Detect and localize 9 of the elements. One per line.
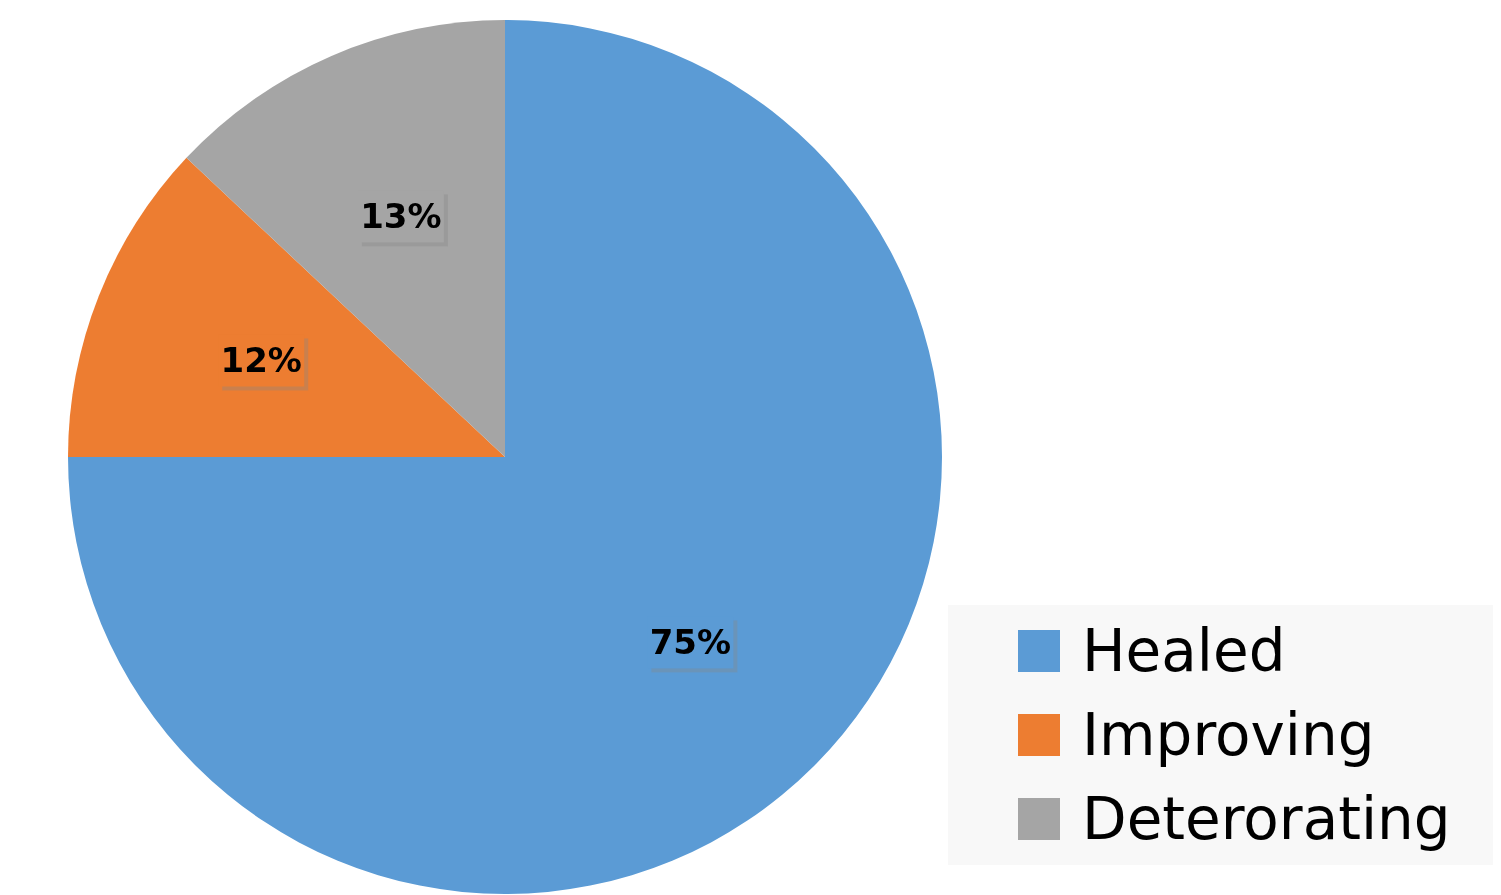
pie-slice xyxy=(186,20,505,457)
data-label: 12% xyxy=(220,340,302,381)
pie-slice xyxy=(68,157,505,457)
data-label: 75% xyxy=(649,622,732,663)
pie-slice xyxy=(68,20,942,894)
legend-label: Healed xyxy=(1082,617,1286,685)
legend-label: Improving xyxy=(1082,701,1375,769)
data-label: 13% xyxy=(360,196,442,237)
legend-label: Deterorating xyxy=(1082,785,1451,853)
